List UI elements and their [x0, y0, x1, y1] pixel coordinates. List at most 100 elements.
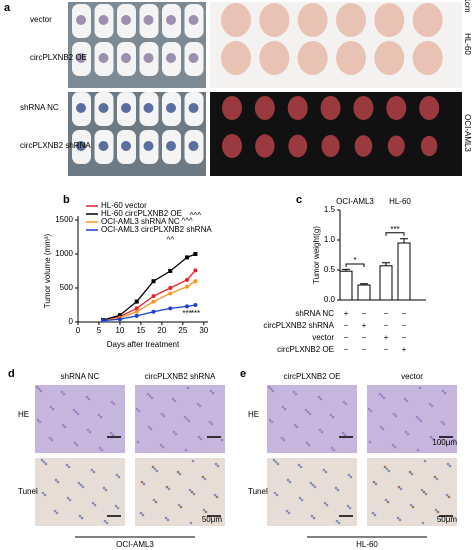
cell — [74, 410, 78, 414]
micrograph — [35, 385, 125, 453]
cell — [424, 492, 428, 496]
cell — [382, 396, 386, 400]
cell — [369, 409, 373, 413]
annotation: *** — [182, 309, 191, 318]
cell — [63, 425, 67, 429]
data-point — [193, 252, 198, 256]
data-point — [168, 291, 173, 296]
annotation: ^^ — [167, 236, 175, 245]
cell — [282, 438, 286, 442]
cell — [139, 511, 143, 515]
tumor-in-mouse — [143, 15, 154, 25]
cell — [399, 487, 403, 491]
cell — [42, 460, 46, 464]
row-label: circPLXNB2 OE — [30, 53, 87, 62]
significance: *** — [390, 225, 399, 234]
cell — [335, 519, 339, 523]
cell — [410, 472, 414, 476]
cell — [348, 506, 352, 510]
row-label: shRNA NC — [20, 103, 59, 112]
cell — [109, 431, 113, 435]
cell — [391, 443, 395, 447]
cell — [154, 500, 158, 504]
cell — [43, 493, 47, 497]
cell — [337, 521, 341, 525]
cell — [317, 395, 321, 399]
x-tick-label: 5 — [97, 326, 102, 335]
error-bar — [342, 268, 350, 272]
cell — [92, 470, 96, 474]
cell — [411, 505, 415, 509]
y-tick-label: 1500 — [55, 215, 73, 224]
cell — [202, 508, 206, 512]
cell — [420, 488, 424, 492]
cell — [378, 392, 382, 396]
bar — [379, 265, 393, 301]
cell — [86, 428, 90, 432]
column-label: circPLXNB2 shRNA — [145, 372, 216, 381]
cell — [448, 464, 452, 468]
condition-mark: − — [344, 333, 349, 342]
cell — [306, 410, 310, 414]
tumor — [386, 96, 407, 120]
cell — [309, 481, 313, 485]
condition-mark: − — [384, 345, 389, 354]
cell — [166, 518, 170, 522]
cell — [300, 498, 304, 502]
condition-mark: − — [402, 321, 407, 330]
condition-label: circPLXNB2 OE — [277, 345, 334, 354]
cell — [318, 428, 322, 432]
y-axis-label: Tumor weight(g) — [312, 226, 321, 284]
cell — [102, 486, 106, 490]
panel-label: a — [4, 2, 11, 14]
cell — [436, 510, 440, 514]
row-label: Tunel — [248, 487, 268, 496]
cell — [155, 469, 159, 473]
cell — [103, 519, 107, 523]
cell — [201, 475, 205, 479]
cell — [270, 420, 274, 424]
cell — [418, 386, 422, 390]
data-point — [193, 303, 198, 307]
cell — [346, 504, 350, 508]
cell — [91, 501, 95, 505]
data-point — [168, 286, 173, 290]
cell — [38, 420, 42, 424]
cell — [347, 473, 351, 477]
cell — [44, 462, 48, 466]
micrograph — [267, 385, 357, 453]
bar — [357, 284, 371, 301]
cell — [136, 440, 140, 444]
group-label: OCI-AML3 — [336, 197, 374, 206]
cell — [178, 472, 182, 476]
cell — [405, 399, 409, 403]
cell — [149, 427, 153, 431]
cell — [39, 389, 43, 393]
tumor — [336, 3, 366, 37]
data-point — [134, 309, 139, 314]
condition-mark: − — [402, 333, 407, 342]
tumor-in-mouse — [166, 15, 176, 25]
cell — [386, 500, 390, 504]
cell — [210, 422, 214, 426]
cell — [173, 399, 177, 403]
cell — [280, 436, 284, 440]
cell — [184, 448, 188, 452]
cell — [40, 458, 44, 462]
tumor — [222, 96, 242, 120]
tumor — [255, 134, 275, 158]
column-label: circPLXNB2 OE — [284, 372, 341, 381]
cell — [37, 387, 41, 391]
cell — [276, 462, 280, 466]
condition-label: shRNA NC — [295, 309, 334, 318]
tumor — [221, 41, 251, 75]
tumor — [353, 96, 374, 120]
cell — [343, 433, 347, 437]
cell — [179, 505, 183, 509]
cell — [294, 392, 298, 396]
legend-label: HL-60 vector — [101, 201, 147, 210]
cell — [417, 417, 421, 421]
cell — [162, 414, 166, 418]
tumor-in-mouse — [98, 15, 109, 25]
condition-mark: − — [402, 309, 407, 318]
